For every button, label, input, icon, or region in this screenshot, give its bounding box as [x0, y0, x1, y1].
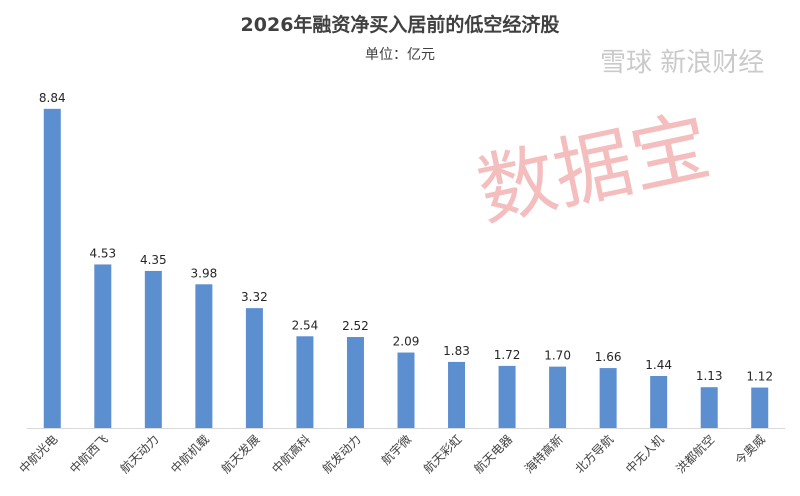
bar [498, 365, 516, 428]
bar [700, 387, 718, 428]
bar [195, 284, 213, 428]
x-tick-label: 航宇微 [378, 432, 414, 468]
x-tick-label: 航天发展 [218, 432, 263, 477]
bar [397, 352, 415, 428]
x-tick-label: 今奥威 [732, 432, 768, 468]
bar [751, 387, 769, 428]
bar [245, 308, 263, 428]
data-label: 2.54 [292, 318, 319, 332]
bar [599, 368, 617, 428]
bar [43, 108, 61, 429]
x-tick-label: 航天彩虹 [420, 432, 465, 477]
data-label: 1.44 [645, 358, 672, 372]
data-label: 8.84 [39, 91, 66, 105]
data-label: 1.72 [494, 348, 521, 362]
x-tick-label: 中航西飞 [66, 432, 111, 477]
data-label: 1.70 [544, 349, 571, 363]
data-label: 1.12 [746, 370, 773, 384]
data-label: 2.52 [342, 319, 369, 333]
data-label: 4.35 [140, 253, 167, 267]
bar [346, 337, 364, 428]
x-tick-label: 中航光电 [16, 432, 61, 477]
bar [448, 361, 466, 428]
data-label: 1.83 [443, 344, 470, 358]
data-label: 1.13 [696, 369, 723, 383]
x-tick-label: 北方导航 [572, 432, 617, 477]
x-tick-label: 航发动力 [319, 432, 364, 477]
x-tick-label: 航天电器 [471, 432, 516, 477]
data-label: 3.98 [191, 266, 218, 280]
data-label: 2.09 [393, 335, 420, 349]
x-tick-label: 航天动力 [117, 432, 162, 477]
data-label: 4.53 [89, 246, 116, 260]
bar [94, 264, 112, 428]
bar [144, 270, 162, 428]
bar [296, 336, 314, 428]
watermark-secondary: 雪球 新浪财经 [600, 48, 765, 78]
chart-title: 2026年融资净买入居前的低空经济股 [240, 14, 560, 36]
chart-subtitle: 单位：亿元 [365, 47, 435, 63]
data-label: 1.66 [595, 350, 622, 364]
x-tick-label: 中无人机 [622, 432, 667, 477]
data-label: 3.32 [241, 290, 268, 304]
x-tick-label: 中航高科 [268, 432, 313, 477]
x-tick-label: 中航机载 [167, 432, 212, 477]
x-tick-label: 洪都航空 [673, 432, 718, 477]
bar [650, 376, 668, 428]
x-tick-label: 海特高新 [521, 432, 566, 477]
bar [549, 366, 567, 428]
